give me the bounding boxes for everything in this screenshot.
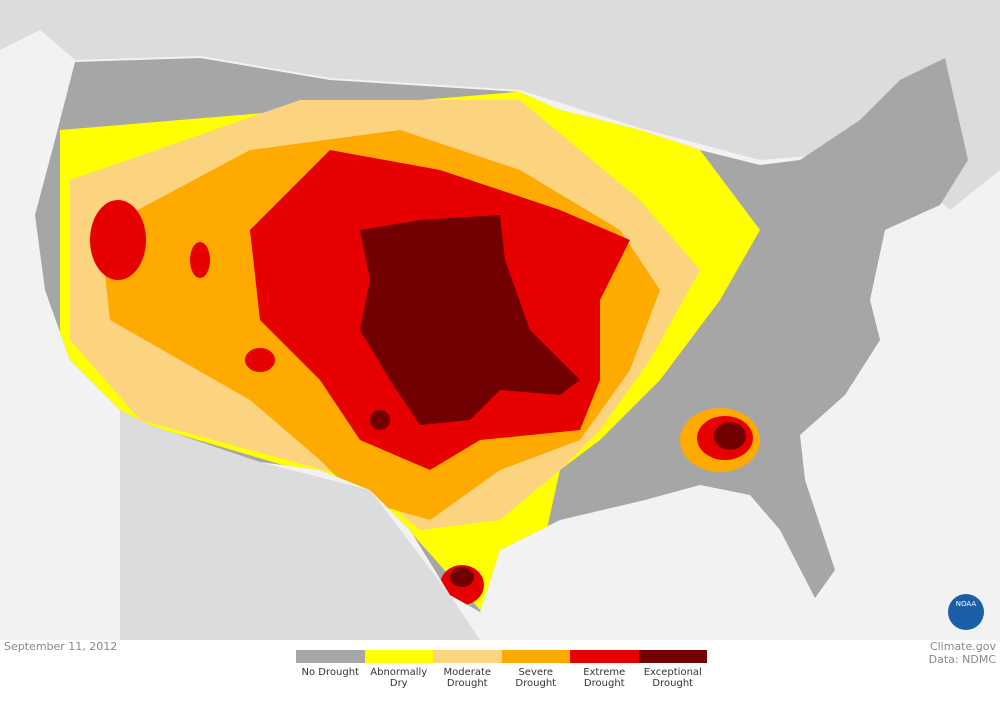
legend-label: Abnormally Dry (370, 667, 428, 689)
credits: Climate.gov Data: NDMC (929, 640, 996, 666)
drought-areas (60, 90, 760, 610)
legend-item: No Drought (296, 650, 365, 689)
credit: Data: NDMC (928, 653, 996, 666)
date: September 11, 2012 (4, 640, 118, 653)
legend-swatch (364, 650, 433, 663)
legend-swatch (570, 650, 639, 663)
legend-label: No Drought (301, 667, 359, 678)
legend-item: Exceptional Drought (638, 650, 707, 689)
legend-item: Moderate Drought (433, 650, 502, 689)
map: NOAA (0, 0, 1000, 640)
legend: No Drought Abnormally Dry Moderate Drought… (296, 650, 707, 689)
legend-swatch (296, 650, 365, 663)
legend-label: Extreme Drought (583, 667, 626, 689)
legend-label: Moderate Drought (443, 667, 492, 689)
canada (0, 0, 1000, 210)
logo (948, 594, 984, 630)
credit: Climate.gov (929, 640, 996, 653)
legend-item: Abnormally Dry (364, 650, 433, 689)
legend-swatch (638, 650, 707, 663)
legend-swatch (433, 650, 502, 663)
legend-label: Severe Drought (515, 667, 557, 689)
logo-text: NOAA (956, 600, 977, 608)
legend-swatch (501, 650, 570, 663)
legend-item: Severe Drought (501, 650, 570, 689)
legend-item: Extreme Drought (570, 650, 639, 689)
mexico (120, 410, 480, 640)
legend-label: Exceptional Drought (643, 667, 702, 689)
